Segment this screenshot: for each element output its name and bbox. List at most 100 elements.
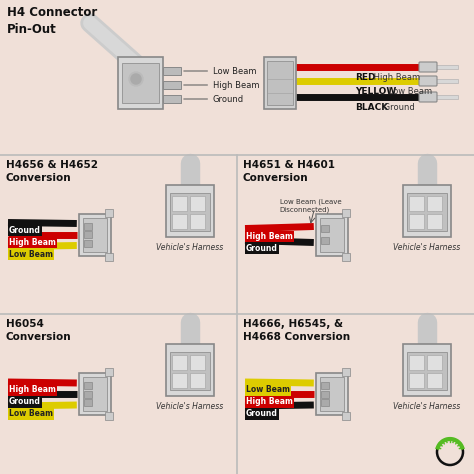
Bar bbox=[342, 412, 350, 420]
Bar bbox=[84, 399, 92, 406]
Text: Low Beam: Low Beam bbox=[246, 385, 290, 394]
Bar bbox=[105, 368, 113, 376]
FancyBboxPatch shape bbox=[79, 213, 111, 255]
FancyBboxPatch shape bbox=[172, 214, 187, 228]
FancyBboxPatch shape bbox=[264, 57, 296, 109]
Bar bbox=[105, 412, 113, 420]
Bar bbox=[321, 382, 329, 389]
FancyBboxPatch shape bbox=[407, 352, 447, 390]
Text: High Beam: High Beam bbox=[9, 238, 56, 247]
Text: H6054
Conversion: H6054 Conversion bbox=[6, 319, 72, 342]
Bar bbox=[237, 314, 474, 474]
FancyBboxPatch shape bbox=[316, 373, 348, 415]
FancyBboxPatch shape bbox=[170, 192, 210, 231]
Text: High Beam: High Beam bbox=[371, 73, 419, 82]
FancyBboxPatch shape bbox=[122, 63, 159, 103]
Bar bbox=[342, 368, 350, 376]
Text: Vehicle's Harness: Vehicle's Harness bbox=[393, 402, 460, 411]
FancyBboxPatch shape bbox=[83, 377, 107, 411]
FancyBboxPatch shape bbox=[402, 344, 451, 396]
Text: High Beam: High Beam bbox=[9, 385, 56, 394]
Bar bbox=[342, 253, 350, 261]
Bar bbox=[0, 314, 237, 474]
Text: Ground: Ground bbox=[9, 226, 41, 235]
Text: Vehicle's Harness: Vehicle's Harness bbox=[156, 402, 223, 411]
Bar bbox=[321, 391, 329, 398]
Bar bbox=[84, 231, 92, 238]
FancyBboxPatch shape bbox=[172, 355, 187, 370]
Bar bbox=[84, 391, 92, 398]
FancyBboxPatch shape bbox=[316, 213, 348, 255]
Bar bbox=[342, 209, 350, 217]
Text: Ground: Ground bbox=[246, 244, 278, 253]
Bar bbox=[105, 209, 113, 217]
Text: YELLOW: YELLOW bbox=[355, 86, 396, 95]
Circle shape bbox=[439, 441, 461, 463]
FancyBboxPatch shape bbox=[427, 196, 442, 210]
FancyBboxPatch shape bbox=[419, 92, 437, 102]
Bar bbox=[237, 155, 474, 314]
FancyBboxPatch shape bbox=[419, 62, 437, 72]
Text: H4656 & H4652
Conversion: H4656 & H4652 Conversion bbox=[6, 160, 98, 183]
Circle shape bbox=[129, 72, 143, 86]
FancyBboxPatch shape bbox=[409, 214, 424, 228]
Text: Ground: Ground bbox=[246, 410, 278, 419]
Bar bbox=[163, 95, 181, 103]
FancyBboxPatch shape bbox=[320, 218, 344, 252]
Text: Low Beam: Low Beam bbox=[9, 250, 53, 259]
Bar bbox=[84, 239, 92, 246]
Bar bbox=[436, 65, 458, 69]
Text: Low Beam: Low Beam bbox=[184, 66, 256, 75]
FancyBboxPatch shape bbox=[118, 57, 163, 109]
Text: Vehicle's Harness: Vehicle's Harness bbox=[156, 243, 223, 252]
FancyBboxPatch shape bbox=[172, 373, 187, 388]
FancyBboxPatch shape bbox=[427, 373, 442, 388]
FancyBboxPatch shape bbox=[83, 218, 107, 252]
Text: RED: RED bbox=[355, 73, 375, 82]
Text: H4666, H6545, &
H4668 Conversion: H4666, H6545, & H4668 Conversion bbox=[243, 319, 350, 342]
Bar bbox=[84, 222, 92, 229]
Text: High Beam: High Beam bbox=[246, 398, 293, 407]
Bar bbox=[163, 81, 181, 89]
Bar bbox=[321, 237, 329, 244]
Bar bbox=[163, 67, 181, 75]
Bar bbox=[321, 225, 329, 232]
FancyBboxPatch shape bbox=[419, 76, 437, 86]
FancyBboxPatch shape bbox=[190, 355, 205, 370]
Bar bbox=[105, 253, 113, 261]
Text: Ground: Ground bbox=[184, 94, 244, 103]
FancyBboxPatch shape bbox=[190, 373, 205, 388]
Text: Low Beam: Low Beam bbox=[9, 410, 53, 419]
Text: Ground: Ground bbox=[381, 102, 415, 111]
FancyBboxPatch shape bbox=[172, 196, 187, 210]
FancyBboxPatch shape bbox=[409, 355, 424, 370]
Text: Ground: Ground bbox=[9, 398, 41, 407]
FancyBboxPatch shape bbox=[267, 61, 293, 105]
FancyBboxPatch shape bbox=[190, 196, 205, 210]
FancyBboxPatch shape bbox=[407, 192, 447, 231]
Bar bbox=[436, 79, 458, 83]
Text: Vehicle's Harness: Vehicle's Harness bbox=[393, 243, 460, 252]
Text: H4651 & H4601
Conversion: H4651 & H4601 Conversion bbox=[243, 160, 335, 183]
Text: High Beam: High Beam bbox=[184, 81, 259, 90]
FancyBboxPatch shape bbox=[79, 373, 111, 415]
Circle shape bbox=[131, 74, 141, 84]
FancyBboxPatch shape bbox=[427, 214, 442, 228]
FancyBboxPatch shape bbox=[170, 352, 210, 390]
Text: High Beam: High Beam bbox=[246, 232, 293, 241]
FancyBboxPatch shape bbox=[190, 214, 205, 228]
Bar bbox=[0, 155, 237, 314]
Text: Low Beam (Leave
Disconnected): Low Beam (Leave Disconnected) bbox=[280, 199, 341, 213]
Text: Low Beam: Low Beam bbox=[386, 86, 432, 95]
FancyBboxPatch shape bbox=[320, 377, 344, 411]
Text: BLACK: BLACK bbox=[355, 102, 388, 111]
Bar bbox=[436, 95, 458, 99]
FancyBboxPatch shape bbox=[409, 196, 424, 210]
Bar bbox=[84, 382, 92, 389]
Bar bbox=[321, 399, 329, 406]
FancyBboxPatch shape bbox=[427, 355, 442, 370]
FancyBboxPatch shape bbox=[165, 185, 214, 237]
Text: H4 Connector
Pin-Out: H4 Connector Pin-Out bbox=[7, 6, 97, 36]
FancyBboxPatch shape bbox=[165, 344, 214, 396]
FancyBboxPatch shape bbox=[402, 185, 451, 237]
